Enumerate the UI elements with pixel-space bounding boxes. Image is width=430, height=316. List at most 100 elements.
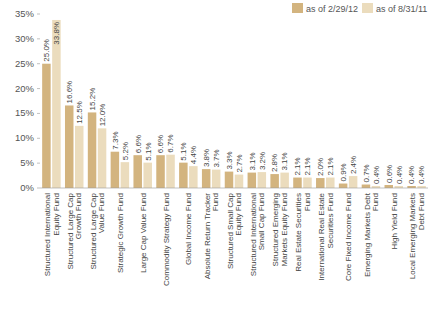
data-label: 0.9%: [339, 163, 348, 181]
bar: [258, 172, 267, 188]
data-label: 5.2%: [121, 142, 130, 160]
category-label: Structured Large CapGrowth Fund: [66, 192, 84, 269]
category-label: Global Income Fund: [184, 193, 193, 265]
data-label: 4.4%: [189, 146, 198, 164]
bar: [202, 169, 211, 188]
category-label: Absolute Return TrackerFund: [203, 193, 221, 280]
category-label: Structured Large CapValue Fund: [89, 192, 107, 269]
category-label: Local Emerging MarketsDebt Fund: [408, 193, 426, 279]
data-label: 5.1%: [179, 142, 188, 160]
tick-mark: [37, 88, 40, 89]
data-label: 2.1%: [303, 157, 312, 175]
data-label: 25.0%: [42, 39, 51, 62]
data-label: 12.5%: [75, 101, 84, 124]
chart: 0%5%10%15%20%25%30%35%25.0%33.8%16.6%12.…: [0, 0, 430, 316]
data-label: 0.4%: [372, 166, 381, 184]
tick-mark: [37, 113, 40, 114]
legend-swatch: [292, 3, 303, 13]
legend-label: as of 2/29/12: [306, 4, 358, 14]
bar: [189, 166, 198, 188]
bar: [143, 163, 152, 188]
data-label: 15.2%: [88, 88, 97, 111]
data-labels: 25.0%33.8%16.6%12.5%15.2%12.0%7.3%5.2%6.…: [42, 22, 426, 184]
category-label: Core Fixed Income Fund: [344, 193, 353, 281]
legend-label: as of 8/31/11: [376, 4, 427, 14]
data-label: 2.1%: [293, 157, 302, 175]
data-label: 3.8%: [202, 149, 211, 167]
tick-label: 0%: [20, 182, 34, 193]
legend-swatch: [362, 3, 373, 13]
bar: [270, 174, 279, 188]
data-label: 2.7%: [235, 154, 244, 172]
tick-label: 30%: [15, 33, 35, 44]
bar: [121, 162, 130, 188]
data-label: 12.0%: [98, 104, 107, 127]
y-axis: 0% 5% 10% 15% 20% 25% 30% 35%: [15, 8, 40, 193]
bar: [42, 64, 51, 188]
bar: [65, 105, 74, 188]
data-label: 2.1%: [326, 157, 335, 175]
tick-label: 35%: [15, 8, 35, 19]
tick-label: 15%: [15, 107, 35, 118]
tick-mark: [37, 38, 40, 39]
bar: [339, 184, 348, 188]
data-label: 3.1%: [248, 152, 257, 170]
tick-label: 5%: [20, 157, 34, 168]
data-label: 0.7%: [362, 164, 371, 182]
bar: [133, 155, 142, 188]
bar: [293, 178, 302, 188]
data-label: 0.4%: [407, 166, 416, 184]
data-label: 6.7%: [166, 134, 175, 152]
legend: as of 2/29/12 as of 8/31/11: [292, 3, 427, 14]
baseline: [40, 188, 428, 189]
data-label: 5.1%: [144, 142, 153, 160]
category-label: Structured Small CapEquity Fund: [226, 192, 244, 269]
bars: [42, 20, 426, 188]
bar: [75, 126, 84, 188]
data-label: 3.1%: [280, 152, 289, 170]
data-label: 0.6%: [385, 165, 394, 183]
bar: [225, 172, 234, 188]
tick-mark: [37, 63, 40, 64]
tick-label: 25%: [15, 58, 35, 69]
data-label: 7.3%: [111, 131, 120, 149]
bar: [98, 128, 107, 188]
category-label: High Yield Fund: [390, 193, 399, 249]
tick-label: 10%: [15, 132, 35, 143]
bar: [88, 112, 97, 188]
bar: [156, 155, 165, 188]
bar: [326, 178, 335, 188]
data-label: 2.0%: [316, 158, 325, 176]
bar: [111, 152, 120, 188]
category-label: Emerging Markets DebtFund: [363, 192, 381, 277]
bar: [303, 178, 312, 188]
category-label: Structured InternationalEquity Fund: [43, 193, 61, 276]
bar: [385, 185, 394, 188]
category-label: Structured EmergingMarkets Equity Fund: [271, 193, 289, 266]
bar: [349, 176, 358, 188]
category-label: Structured InternationalSmall Cap Fund: [249, 193, 267, 276]
tick-mark: [37, 14, 40, 15]
bar: [316, 178, 325, 188]
tick-mark: [37, 188, 40, 189]
tick-label: 20%: [15, 83, 35, 94]
tick-mark: [37, 138, 40, 139]
data-label: 3.7%: [212, 149, 221, 167]
data-label: 2.4%: [349, 156, 358, 174]
data-label: 16.6%: [65, 81, 74, 104]
data-label: 3.3%: [225, 151, 234, 169]
data-label: 2.8%: [270, 154, 279, 172]
bar: [248, 173, 257, 188]
tick-mark: [37, 163, 40, 164]
data-label: 0.4%: [417, 166, 426, 184]
category-label: Strategic Growth Fund: [116, 193, 125, 273]
category-label: Large Cap Value Fund: [139, 193, 148, 273]
data-label: 0.4%: [395, 166, 404, 184]
bar: [52, 20, 61, 188]
x-axis: Structured InternationalEquity Fund Struc…: [43, 192, 426, 286]
bar: [179, 163, 188, 188]
category-label: Real Estate SecuritiesFund: [294, 193, 312, 272]
data-label: 3.2%: [258, 152, 267, 170]
bar: [362, 185, 371, 188]
bar: [235, 175, 244, 188]
